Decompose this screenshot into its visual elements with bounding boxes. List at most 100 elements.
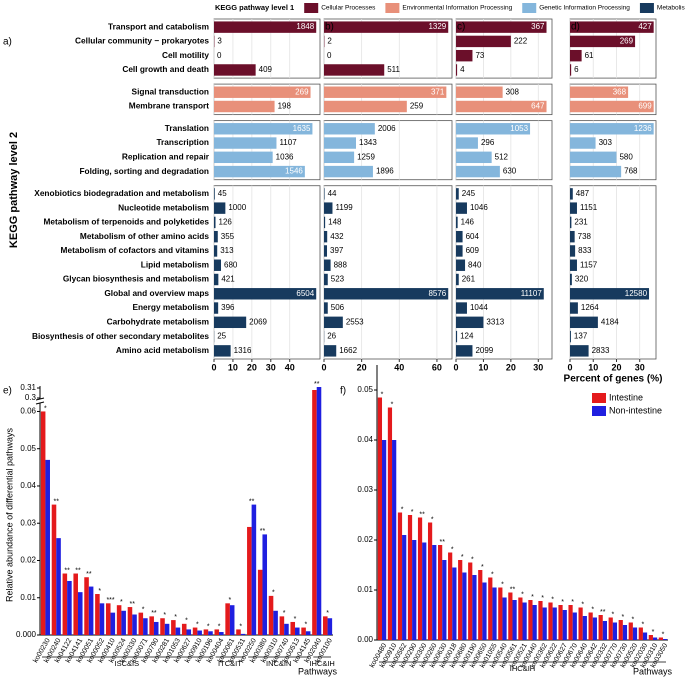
bar (214, 316, 247, 329)
bar (612, 622, 618, 640)
bar (279, 616, 285, 635)
bar (570, 202, 577, 214)
x-tick-label: 10 (588, 362, 598, 372)
significance-label: * (581, 601, 584, 608)
legend-swatch (592, 393, 606, 403)
bar (502, 597, 507, 640)
value-label: 313 (220, 246, 234, 255)
bar (324, 151, 355, 164)
category-label: Glycan biosynthesis and metabolism (63, 274, 209, 284)
y-tick-label: 0.05 (20, 444, 36, 453)
bar (570, 216, 572, 229)
y-tick-label: 0.3 (25, 393, 37, 402)
y-tick-label: 0.04 (357, 435, 373, 444)
panel-label: c) (457, 22, 465, 33)
bar (327, 618, 333, 635)
bar (570, 64, 572, 76)
value-label: 1199 (335, 203, 353, 212)
value-label: 198 (278, 102, 292, 111)
legend-swatch (592, 406, 606, 416)
legend-label: Genetic Information Processing (539, 5, 630, 12)
significance-label: ** (151, 610, 157, 617)
bar (570, 123, 654, 135)
category-label: Energy metabolism (132, 302, 209, 312)
value-label: 768 (624, 167, 638, 176)
significance-label: * (326, 610, 329, 617)
bar (568, 605, 573, 640)
value-label: 44 (328, 189, 337, 198)
bar (214, 188, 215, 200)
bar (632, 627, 638, 640)
x-tick-label: 40 (285, 362, 295, 372)
bar (522, 602, 527, 640)
y-tick-label: 0.03 (357, 485, 373, 494)
value-label: 432 (330, 232, 344, 241)
value-label: 699 (638, 102, 652, 111)
category-label: Amino acid metabolism (116, 345, 209, 355)
value-label: 269 (295, 87, 309, 96)
bar (324, 259, 331, 271)
significance-label: * (491, 571, 494, 578)
significance-label: * (531, 594, 534, 601)
x-tick-label: 10 (228, 362, 238, 372)
x-tick-label: 30 (266, 362, 276, 372)
bar (301, 627, 306, 635)
category-label: Metabolism of other amino acids (80, 231, 209, 241)
x-tick-label: 0 (211, 362, 216, 372)
value-label: 1343 (359, 138, 377, 147)
bar (143, 618, 148, 635)
panel-box (455, 185, 553, 360)
bar (570, 330, 571, 343)
axis-break (35, 399, 45, 403)
legend-label: Non-intestine (609, 405, 662, 415)
bar (214, 202, 226, 214)
significance-label: * (218, 623, 221, 630)
bar (324, 216, 326, 229)
x-tick-label: 20 (506, 362, 516, 372)
bar (456, 259, 466, 271)
bar (570, 288, 650, 300)
bar (498, 587, 503, 640)
bar (392, 440, 397, 640)
value-label: 2553 (346, 317, 364, 326)
bar (570, 245, 576, 257)
bar (214, 100, 275, 113)
y-tick-label: 0.01 (357, 585, 373, 594)
bar (456, 49, 473, 62)
significance-label: * (207, 623, 210, 630)
bar (548, 602, 553, 640)
significance-label: ** (130, 601, 136, 608)
bar (570, 188, 573, 200)
value-label: 738 (578, 232, 592, 241)
bar (598, 615, 603, 640)
legend-swatch (522, 3, 537, 13)
bar (214, 629, 220, 635)
bar (181, 623, 187, 635)
x-axis-title: Percent of genes (%) (564, 374, 663, 385)
y-tick-label: 0.31 (20, 383, 36, 392)
value-label: 511 (387, 65, 400, 74)
significance-label: * (591, 606, 594, 613)
significance-label: * (229, 597, 232, 604)
value-label: 25 (217, 332, 226, 341)
category-label: Lipid metabolism (141, 259, 209, 269)
bar (532, 605, 537, 640)
value-label: 1546 (285, 167, 303, 176)
bar (214, 165, 305, 178)
y-tick-label: 0.04 (20, 481, 36, 490)
bar (488, 577, 493, 640)
bar (652, 637, 658, 640)
bar (492, 587, 497, 640)
significance-label: * (521, 591, 524, 598)
bar (570, 35, 636, 48)
value-label: 1264 (581, 303, 599, 312)
value-label: 245 (462, 189, 476, 198)
bar (407, 515, 413, 640)
value-label: 1151 (580, 203, 598, 212)
value-label: 261 (462, 275, 476, 284)
significance-label: * (391, 401, 394, 408)
significance-label: * (98, 588, 101, 595)
legend-label: Intestine (609, 392, 643, 402)
value-label: 231 (574, 218, 588, 227)
bar (51, 504, 57, 635)
